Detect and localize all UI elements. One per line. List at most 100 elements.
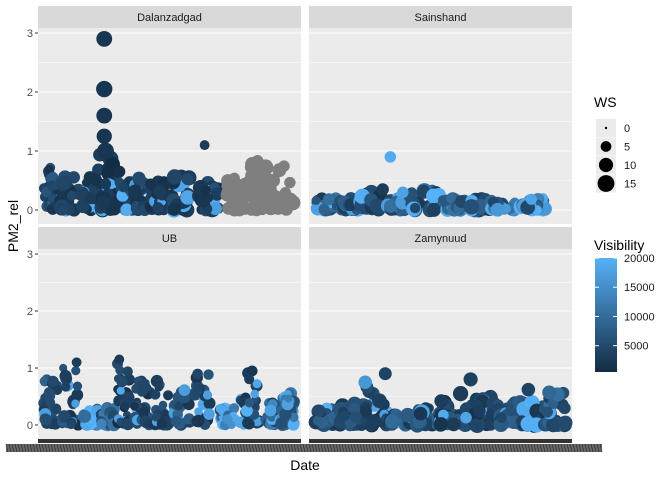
x-tick-label-glyph [119, 443, 123, 453]
x-tick-label-glyph [128, 443, 132, 453]
x-tick-label-glyph [305, 443, 309, 453]
x-tick-label-glyph [230, 443, 234, 453]
x-tick-label-glyph [77, 443, 81, 453]
x-tick-label-glyph [254, 443, 258, 453]
x-tick-label-glyph [476, 443, 480, 453]
x-tick-label-glyph [272, 443, 276, 453]
facet-strip-label: UB [162, 233, 177, 245]
x-tick-band [309, 439, 572, 443]
x-tick-label-glyph [161, 443, 165, 453]
x-tick-label-glyph [554, 443, 558, 453]
x-tick-label-glyph [434, 443, 438, 453]
x-tick-label-glyph [47, 443, 51, 453]
x-tick-label-glyph [29, 443, 33, 453]
data-point [202, 390, 213, 400]
data-point [397, 186, 409, 199]
x-tick-label-glyph [74, 443, 78, 453]
data-point [66, 420, 76, 430]
data-point [189, 389, 201, 401]
x-tick-label-glyph [251, 443, 255, 453]
x-tick-label-glyph [68, 443, 72, 453]
x-tick-label-glyph [350, 443, 354, 453]
x-tick-label-glyph [581, 443, 585, 453]
data-point [47, 375, 59, 388]
x-tick-label-glyph [182, 443, 186, 453]
x-tick-label-glyph [422, 443, 426, 453]
data-point [241, 190, 253, 203]
x-tick-label-glyph [533, 443, 537, 453]
x-tick-label-glyph [200, 443, 204, 453]
color-legend-title: Visibility [594, 237, 644, 253]
data-point [96, 80, 113, 98]
data-point [313, 404, 326, 417]
y-tick-label: 0 [27, 420, 33, 432]
x-tick-label-glyph [158, 443, 162, 453]
facet-strip [309, 227, 572, 249]
x-tick-label-glyph [344, 443, 348, 453]
data-point [200, 185, 211, 196]
data-point [203, 408, 215, 420]
data-point [384, 151, 397, 163]
x-tick-label-glyph [320, 443, 324, 453]
data-point [542, 385, 557, 400]
color-legend: Visibility 5000 10000 15000 20000 [594, 237, 655, 372]
data-point [59, 370, 72, 383]
x-tick-label-glyph [587, 443, 591, 453]
data-point [426, 188, 442, 204]
x-tick-label-glyph [473, 443, 477, 453]
x-tick-label-glyph [32, 443, 36, 453]
data-point [378, 367, 392, 381]
data-point [385, 414, 400, 429]
data-point [267, 175, 280, 188]
data-point [520, 416, 536, 432]
x-tick-label-glyph [155, 443, 159, 453]
x-tick-label-glyph [389, 443, 393, 453]
color-legend-bar [595, 258, 617, 372]
x-tick-label-glyph [107, 443, 111, 453]
x-tick-label-glyph [500, 443, 504, 453]
data-point [210, 187, 224, 201]
data-point [84, 192, 94, 203]
x-tick-label-glyph [437, 443, 441, 453]
x-tick-label-glyph [377, 443, 381, 453]
color-legend-label: 15000 [624, 282, 655, 294]
data-point [250, 389, 259, 399]
data-point [416, 186, 429, 199]
x-tick-label-glyph [425, 443, 429, 453]
data-point [113, 374, 123, 383]
x-tick-label-glyph [494, 443, 498, 453]
data-point [154, 382, 164, 392]
x-tick-label-glyph [227, 443, 231, 453]
x-tick-label-glyph [314, 443, 318, 453]
data-point [96, 107, 113, 124]
x-tick-label-glyph [233, 443, 237, 453]
data-point [252, 176, 266, 191]
data-point [282, 192, 295, 205]
x-tick-label-glyph [290, 443, 294, 453]
data-point [58, 410, 71, 423]
x-tick-label-glyph [95, 443, 99, 453]
data-point [264, 404, 277, 417]
size-legend-label: 0 [624, 123, 630, 135]
x-tick-label-glyph [197, 443, 201, 453]
x-tick-label-glyph [248, 443, 252, 453]
x-tick-label-glyph [224, 443, 228, 453]
data-point [137, 380, 146, 389]
data-point [289, 412, 299, 422]
data-point [376, 183, 389, 196]
data-point [96, 195, 111, 210]
x-tick-label-glyph [212, 443, 216, 453]
data-point [349, 411, 361, 423]
data-point [130, 401, 140, 411]
x-tick-label-glyph [257, 443, 261, 453]
data-point [413, 406, 428, 421]
data-point [181, 173, 194, 186]
x-tick-label-glyph [239, 443, 243, 453]
facet-strip [309, 6, 572, 28]
x-tick-label-glyph [458, 443, 462, 453]
data-point [118, 182, 129, 193]
x-tick-label-glyph [575, 443, 579, 453]
x-tick-label-glyph [167, 443, 171, 453]
x-tick-label-glyph [545, 443, 549, 453]
x-tick-label-glyph [485, 443, 489, 453]
